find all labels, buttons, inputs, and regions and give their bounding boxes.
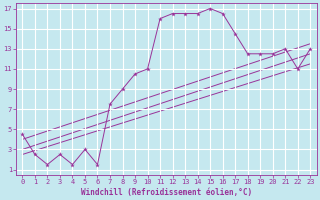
X-axis label: Windchill (Refroidissement éolien,°C): Windchill (Refroidissement éolien,°C) bbox=[81, 188, 252, 197]
